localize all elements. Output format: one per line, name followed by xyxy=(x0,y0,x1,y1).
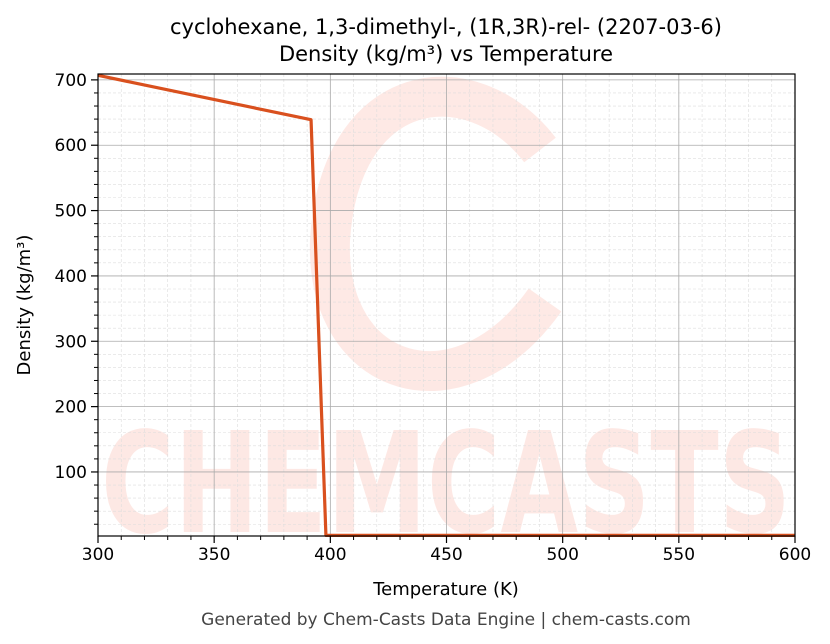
x-tick-label: 450 xyxy=(430,545,462,565)
x-tick-label: 400 xyxy=(314,545,346,565)
chart-title: cyclohexane, 1,3-dimethyl-, (1R,3R)-rel-… xyxy=(170,15,722,39)
y-tick-label: 500 xyxy=(55,202,87,222)
y-axis-label: Density (kg/m³) xyxy=(14,235,35,376)
y-tick-label: 200 xyxy=(55,398,87,418)
x-tick-label: 300 xyxy=(82,545,114,565)
footer-credit: Generated by Chem-Casts Data Engine | ch… xyxy=(201,610,691,630)
y-tick-label: 300 xyxy=(55,332,87,352)
x-axis-label: Temperature (K) xyxy=(372,579,519,600)
x-tick-label: 600 xyxy=(779,545,811,565)
chemcasts-watermark: CHEMCASTS xyxy=(101,76,791,566)
x-tick-label: 500 xyxy=(546,545,578,565)
y-tick-label: 100 xyxy=(55,463,87,483)
density-line xyxy=(97,73,795,537)
y-tick-label: 400 xyxy=(55,267,87,287)
x-tick-label: 350 xyxy=(198,545,230,565)
x-tick-label: 550 xyxy=(663,545,695,565)
y-tick-label: 600 xyxy=(55,136,87,156)
y-tick-label: 700 xyxy=(55,71,87,91)
chart-subtitle: Density (kg/m³) vs Temperature xyxy=(279,42,613,66)
